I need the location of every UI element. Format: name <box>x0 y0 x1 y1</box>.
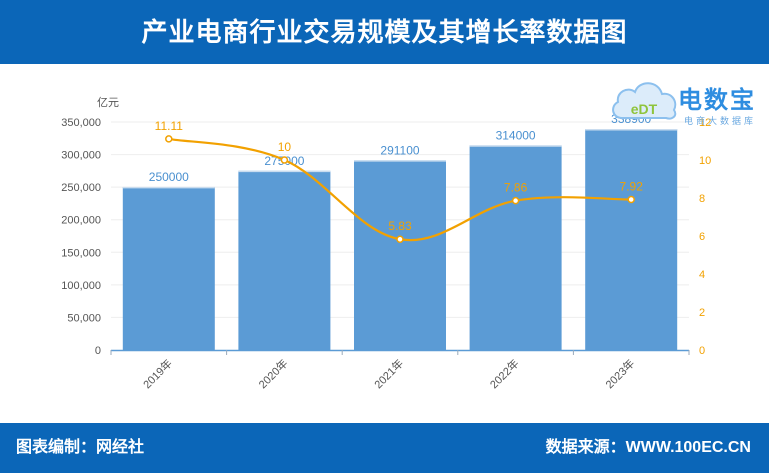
y-axis-label: 亿元 <box>97 96 119 109</box>
x-tick-label: 2019年 <box>140 356 175 391</box>
bar <box>122 187 215 350</box>
header-bar: 产业电商行业交易规模及其增长率数据图 <box>0 0 769 64</box>
y2-tick-label: 0 <box>699 345 705 357</box>
logo: eDT 电数宝 电商大数据库 <box>606 70 766 130</box>
x-tick-label: 2021年 <box>371 356 406 391</box>
bar <box>585 129 678 350</box>
bar <box>469 145 562 350</box>
x-tick-label: 2022年 <box>487 356 522 391</box>
bar-data-label: 314000 <box>496 128 536 142</box>
growth-rate-label: 7.92 <box>620 180 644 194</box>
logo-name: 电数宝 <box>678 87 756 114</box>
logo-subtitle: 电商大数据库 <box>684 116 757 126</box>
growth-rate-point <box>627 195 635 204</box>
y-tick-label: 250,000 <box>61 182 101 194</box>
bar-data-label: 291100 <box>380 143 419 157</box>
y-tick-label: 150,000 <box>61 247 101 259</box>
growth-rate-point <box>165 135 173 143</box>
growth-rate-label: 5.83 <box>388 219 412 233</box>
chart-area: 0 50,000 100,000 150,000 200,000 250,000 300,0… <box>0 64 769 423</box>
y-tick-label: 300,000 <box>61 150 101 162</box>
x-tick-label: 2023年 <box>602 356 637 391</box>
growth-rate-label: 7.86 <box>504 181 528 195</box>
bar-data-label: 250000 <box>149 170 189 184</box>
y-tick-label: 200,000 <box>61 215 101 227</box>
y-tick-label: 0 <box>95 345 101 357</box>
x-tick-label: 2020年 <box>256 356 291 391</box>
footer-source: 数据来源：WWW.100EC.CN <box>545 439 751 456</box>
bar <box>354 160 446 350</box>
footer-bar: 图表编制：网经社 数据来源：WWW.100EC.CN <box>0 423 769 473</box>
y-tick-label: 100,000 <box>61 280 101 292</box>
y2-tick-label: 10 <box>699 155 711 167</box>
growth-rate-label: 10 <box>278 140 292 154</box>
growth-rate-point <box>280 156 289 164</box>
y-tick-label: 50,000 <box>67 312 101 324</box>
footer-editor: 图表编制：网经社 <box>16 439 145 456</box>
y-tick-label: 350,000 <box>61 117 101 129</box>
bar <box>238 170 331 350</box>
y2-tick-label: 8 <box>699 193 705 205</box>
y2-tick-label: 4 <box>699 269 705 281</box>
cloud-logo-icon: eDT <box>612 82 677 120</box>
combo-chart: 0 50,000 100,000 150,000 200,000 250,000 300,0… <box>61 96 711 391</box>
growth-rate-label: 11.11 <box>155 119 184 133</box>
y2-tick-label: 2 <box>699 307 705 319</box>
logo-cloud-text: eDT <box>631 101 658 117</box>
chart-title: 产业电商行业交易规模及其增长率数据图 <box>141 17 628 47</box>
growth-rate-point <box>511 196 520 205</box>
growth-rate-point <box>396 235 404 243</box>
y2-tick-label: 6 <box>699 231 705 243</box>
y2-tick-label: 12 <box>699 117 711 129</box>
